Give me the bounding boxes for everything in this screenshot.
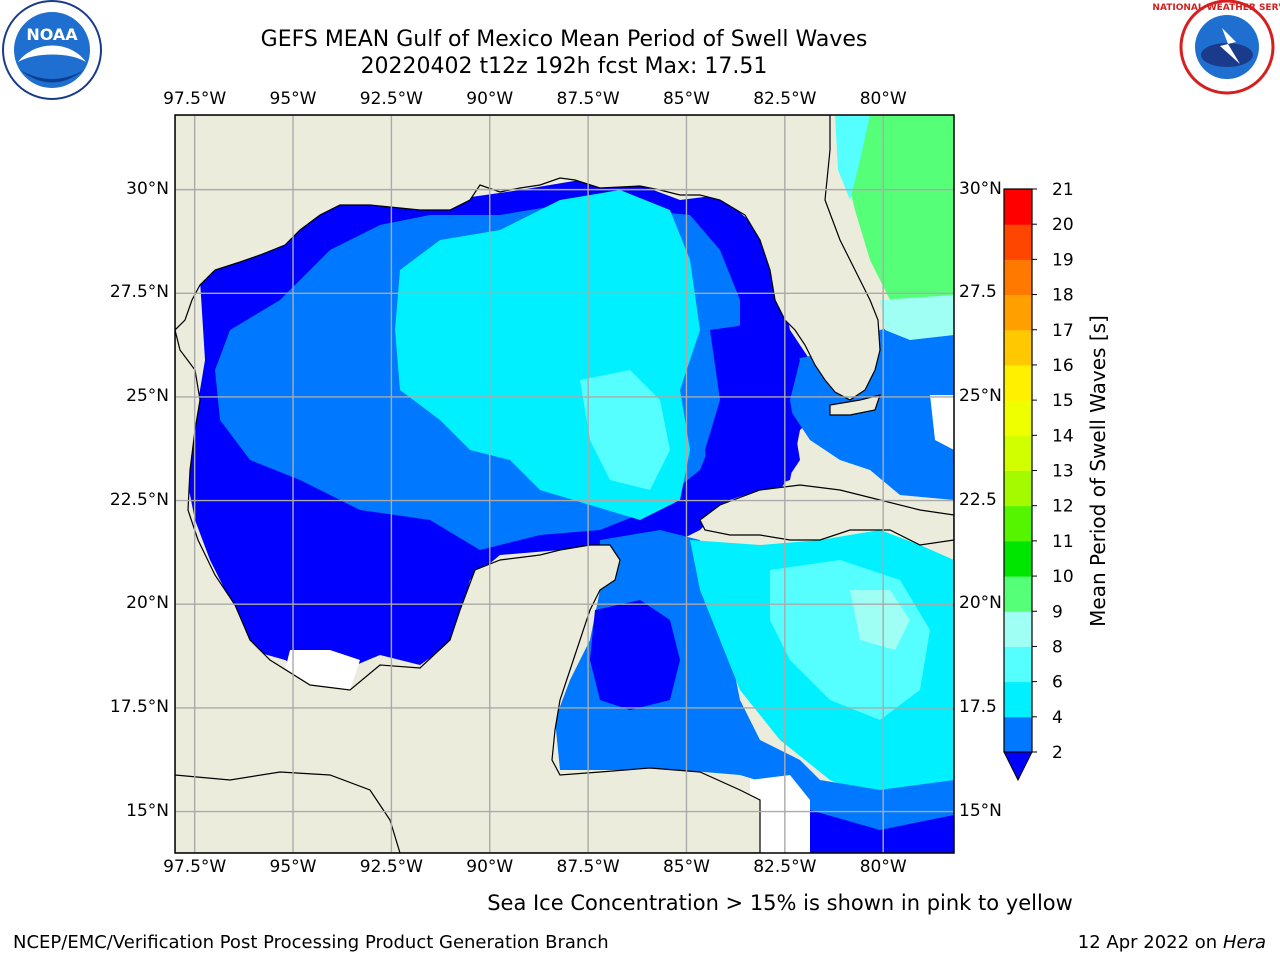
no-data-patch-2 [750, 775, 810, 853]
colorbar-tick-label: 10 [1052, 567, 1074, 587]
lon-tick-label: 90°W [466, 857, 514, 877]
lat-tick-label: 27.5°N [109, 282, 169, 303]
colorbar-tick-label: 12 [1052, 497, 1074, 517]
colorbar-segment [1004, 364, 1032, 401]
colorbar-tick-label: 4 [1052, 708, 1063, 728]
lon-tick-label: 80°W [859, 89, 907, 109]
colorbar-tick-label: 17 [1052, 321, 1074, 341]
colorbar-tick-label: 13 [1052, 462, 1074, 482]
colorbar-tick-label: 20 [1052, 215, 1074, 235]
footer-date: 12 Apr 2022 on Hera [1078, 932, 1266, 953]
colorbar-tick-label: 18 [1052, 286, 1074, 306]
lat-tick-label: 22.5 [959, 489, 997, 510]
colorbar-segment [1004, 470, 1032, 507]
noaa-logo-wave-icon [20, 70, 84, 83]
lon-tick-label: 85°W [662, 89, 710, 109]
noaa-logo-bird-icon [18, 45, 86, 62]
colorbar-tick-label: 14 [1052, 426, 1074, 446]
gridlines [175, 115, 954, 853]
colorbar-segment [1004, 329, 1032, 366]
lon-tick-label: 90°W [466, 89, 514, 109]
nws-logo-ring-text: NATIONAL WEATHER SERVICE [1152, 3, 1280, 13]
colorbar-tick-label: 21 [1052, 180, 1074, 200]
colorbar-tick-label: 19 [1052, 250, 1074, 270]
lon-tick-label: 95°W [269, 89, 317, 109]
swell-region-gulf-light [580, 370, 670, 490]
lon-tick-label: 95°W [269, 857, 317, 877]
footer-machine: Hera [1222, 932, 1266, 953]
lat-tick-label: 30°N [959, 178, 1002, 199]
colorbar-segment [1004, 716, 1032, 753]
colorbar-segment [1004, 611, 1032, 647]
chart-title: GEFS MEAN Gulf of Mexico Mean Period of … [260, 27, 868, 52]
colorbar-tick-label: 11 [1052, 532, 1074, 552]
colorbar-segment [1004, 259, 1032, 296]
colorbar-tick-label: 6 [1052, 673, 1063, 693]
colorbar-extend-triangle [1003, 751, 1033, 782]
colorbar-tick-label: 16 [1052, 356, 1074, 376]
lat-tick-label: 22.5°N [109, 489, 169, 510]
colorbar-segment [1004, 224, 1032, 260]
colorbar-segment [1004, 540, 1032, 577]
colorbar-segment [1004, 505, 1032, 542]
swell-region-straits-dark [705, 320, 800, 500]
lat-tick-label: 15°N [959, 800, 1002, 821]
chart-subtitle: 20220402 t12z 192h fcst Max: 17.51 [360, 54, 768, 79]
colorbar-segment [1004, 294, 1032, 331]
colorbar: 21 20 19 18 17 16 15 14 13 12 11 10 9 8 6 4 2 [1003, 180, 1074, 782]
footer-date-text: 12 Apr 2022 on [1077, 932, 1223, 953]
land-mexico [175, 329, 761, 853]
swell-region-atlantic-cyan2 [880, 295, 954, 340]
lon-tick-label: 87.5°W [556, 857, 620, 877]
lon-tick-label: 85°W [662, 857, 710, 877]
nws-logo-lightning-icon [1220, 28, 1240, 64]
land-masses [175, 115, 954, 853]
lat-tick-label: 15°N [126, 800, 169, 821]
no-data-patch-1 [285, 650, 360, 690]
lon-tick-label: 82.5°W [753, 857, 817, 877]
colorbar-segment [1004, 400, 1032, 436]
swell-region-atlantic [845, 115, 954, 300]
nws-logo: NATIONAL WEATHER SERVICE [1152, 0, 1280, 95]
map-frame [174, 114, 955, 854]
colorbar-tick-label: 15 [1052, 391, 1074, 411]
swell-region-caribbean-lighter [850, 590, 910, 650]
lon-tick-label: 97.5°W [163, 857, 227, 877]
sea-ice-note: Sea Ice Concentration > 15% is shown in … [487, 891, 1073, 915]
noaa-logo-text: NOAA [26, 25, 78, 44]
lat-tick-label: 27.5 [959, 282, 997, 303]
lon-tick-label: 87.5°W [556, 89, 620, 109]
noaa-logo: NOAA [2, 0, 102, 100]
colorbar-segment [1004, 681, 1032, 718]
no-data-patch-3 [930, 395, 954, 450]
swell-region-caribbean-south-dark [805, 810, 954, 853]
lat-tick-label: 25°N [959, 385, 1002, 406]
colorbar-tick-label: 2 [1052, 743, 1063, 763]
lon-tick-label: 82.5°W [753, 89, 817, 109]
colorbar-segment [1004, 646, 1032, 683]
colorbar-tick-label: 9 [1052, 602, 1063, 622]
land-florida-keys [829, 394, 881, 416]
swell-region-channel-dark [590, 600, 680, 710]
lat-tick-label: 25°N [126, 385, 169, 406]
footer-credit: NCEP/EMC/Verification Post Processing Pr… [13, 932, 609, 953]
nws-logo-cloud-icon [1201, 43, 1253, 67]
colorbar-segment [1004, 435, 1032, 471]
lon-tick-label: 92.5°W [359, 89, 423, 109]
lat-tick-label: 30°N [126, 178, 169, 199]
colorbar-segment [1004, 576, 1032, 612]
lat-tick-label: 17.5 [959, 696, 997, 717]
lon-tick-label: 92.5°W [359, 857, 423, 877]
colorbar-segment [1004, 189, 1032, 225]
colorbar-label: Mean Period of Swell Waves [s] [1086, 315, 1110, 627]
lat-tick-label: 20°N [126, 593, 169, 614]
map-area [175, 115, 954, 853]
swell-region-atlantic-cyan [835, 115, 870, 200]
lon-tick-label: 80°W [859, 857, 907, 877]
colorbar-tick-label: 8 [1052, 637, 1063, 657]
lat-tick-label: 20°N [959, 593, 1002, 614]
lon-tick-label: 97.5°W [163, 89, 227, 109]
lat-tick-label: 17.5°N [109, 696, 169, 717]
